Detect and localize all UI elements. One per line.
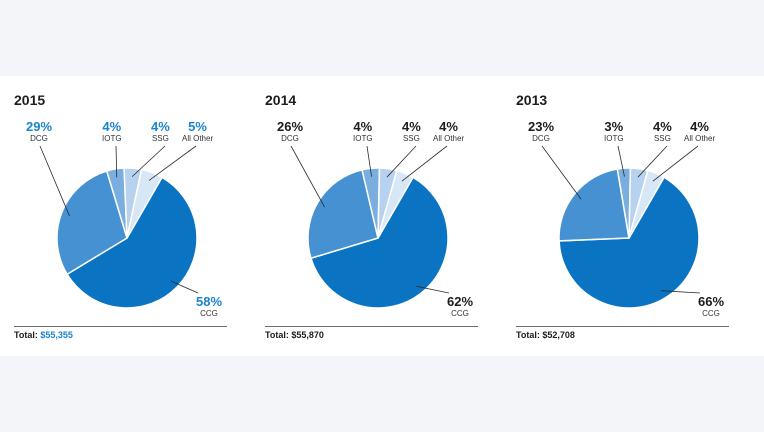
- slice-percentage: 4%: [439, 119, 458, 134]
- slice-name: IOTG: [353, 134, 373, 143]
- leader-line-all-other: [652, 145, 699, 182]
- total-row: Total: $52,708: [516, 330, 575, 340]
- slice-name: DCG: [281, 134, 299, 143]
- leader-line-dcg: [290, 145, 326, 208]
- slice-name: IOTG: [102, 134, 122, 143]
- total-label: Total:: [265, 330, 289, 340]
- slice-percentage: 4%: [353, 119, 373, 134]
- pie-slice-dcg: [307, 168, 379, 260]
- chart-title: 2015: [14, 92, 46, 108]
- total-value: $55,870: [291, 330, 324, 340]
- slice-name: SSG: [402, 134, 420, 143]
- slice-label-dcg: 29% DCG: [26, 120, 52, 144]
- slice-percentage: 4%: [151, 119, 170, 134]
- leader-line-dcg: [39, 145, 70, 217]
- pie-chart-panel-2015: 2015 58% CCG 29% DCG 4% IOTG 4% SSG 5% All Other To…: [14, 76, 244, 356]
- leader-line-ssg: [131, 145, 166, 177]
- leader-line-ccg: [170, 280, 199, 294]
- slice-name: DCG: [532, 134, 550, 143]
- slice-name: IOTG: [604, 134, 624, 143]
- slice-name: CCG: [702, 309, 720, 318]
- slice-label-all-other: 4% All Other: [684, 120, 715, 144]
- slice-label-iotg: 3% IOTG: [604, 120, 624, 144]
- pie-chart-panel-2014: 2014 62% CCG 26% DCG 4% IOTG 4% SSG 4% All Other To…: [265, 76, 495, 356]
- slice-label-iotg: 4% IOTG: [353, 120, 373, 144]
- chart-title: 2013: [516, 92, 548, 108]
- leader-line-all-other: [401, 145, 448, 182]
- slice-label-all-other: 4% All Other: [433, 120, 464, 144]
- slice-label-dcg: 26% DCG: [277, 120, 303, 144]
- pie-slice-ccg: [66, 176, 198, 309]
- total-divider: [14, 326, 227, 327]
- slice-percentage: 23%: [528, 119, 555, 134]
- pie-slice-ccg: [558, 176, 700, 309]
- slice-name: SSG: [151, 134, 169, 143]
- slice-percentage: 3%: [604, 119, 624, 134]
- slice-percentage: 4%: [402, 119, 421, 134]
- pie-slice-ccg: [310, 176, 449, 309]
- total-row: Total: $55,870: [265, 330, 324, 340]
- total-value: $55,355: [40, 330, 73, 340]
- slice-percentage: 5%: [188, 119, 207, 134]
- slice-percentage: 4%: [653, 119, 672, 134]
- pie-chart: [39, 145, 199, 309]
- pie-chart: [290, 145, 450, 309]
- slice-name: SSG: [653, 134, 671, 143]
- slice-name: All Other: [433, 134, 465, 143]
- slice-name: CCG: [200, 309, 218, 318]
- leader-line-iotg: [115, 145, 118, 178]
- slice-label-iotg: 4% IOTG: [102, 120, 122, 144]
- slice-label-dcg: 23% DCG: [528, 120, 554, 144]
- leader-line-dcg: [541, 145, 582, 200]
- leader-line-iotg: [366, 145, 372, 177]
- total-value: $52,708: [542, 330, 575, 340]
- slice-label-ccg: 62% CCG: [447, 295, 473, 319]
- pie-slice-all-other: [126, 168, 164, 239]
- pie-chart: [541, 145, 701, 309]
- slice-label-ccg: 66% CCG: [698, 295, 724, 319]
- leader-line-all-other: [148, 145, 197, 181]
- slice-name: CCG: [451, 309, 469, 318]
- slice-name: DCG: [30, 134, 48, 143]
- slice-percentage: 26%: [277, 119, 304, 134]
- pie-slice-dcg: [558, 168, 630, 242]
- slice-label-ssg: 4% SSG: [402, 120, 421, 144]
- slice-label-ssg: 4% SSG: [653, 120, 672, 144]
- slice-label-all-other: 5% All Other: [182, 120, 213, 144]
- slice-name: All Other: [182, 134, 214, 143]
- slice-percentage: 66%: [698, 294, 725, 309]
- total-row: Total: $55,355: [14, 330, 73, 340]
- leader-line-ccg: [660, 290, 701, 294]
- pie-slice-all-other: [377, 169, 415, 239]
- slice-label-ccg: 58% CCG: [196, 295, 222, 319]
- total-divider: [516, 326, 729, 327]
- slice-name: All Other: [684, 134, 716, 143]
- leader-line-ccg: [416, 285, 450, 294]
- slice-label-ssg: 4% SSG: [151, 120, 170, 144]
- total-label: Total:: [516, 330, 540, 340]
- pie-slice-dcg: [56, 170, 128, 276]
- total-label: Total:: [14, 330, 38, 340]
- leader-line-ssg: [637, 145, 668, 178]
- slice-percentage: 4%: [102, 119, 122, 134]
- pie-slice-all-other: [628, 169, 666, 239]
- leader-line-iotg: [617, 145, 625, 177]
- pie-chart-panel-2013: 2013 66% CCG 23% DCG 3% IOTG 4% SSG 4% All Other To…: [516, 76, 746, 356]
- slice-percentage: 29%: [26, 119, 53, 134]
- slice-percentage: 58%: [196, 294, 223, 309]
- leader-line-ssg: [386, 145, 417, 178]
- slice-percentage: 4%: [690, 119, 709, 134]
- slice-percentage: 62%: [447, 294, 474, 309]
- chart-title: 2014: [265, 92, 297, 108]
- total-divider: [265, 326, 478, 327]
